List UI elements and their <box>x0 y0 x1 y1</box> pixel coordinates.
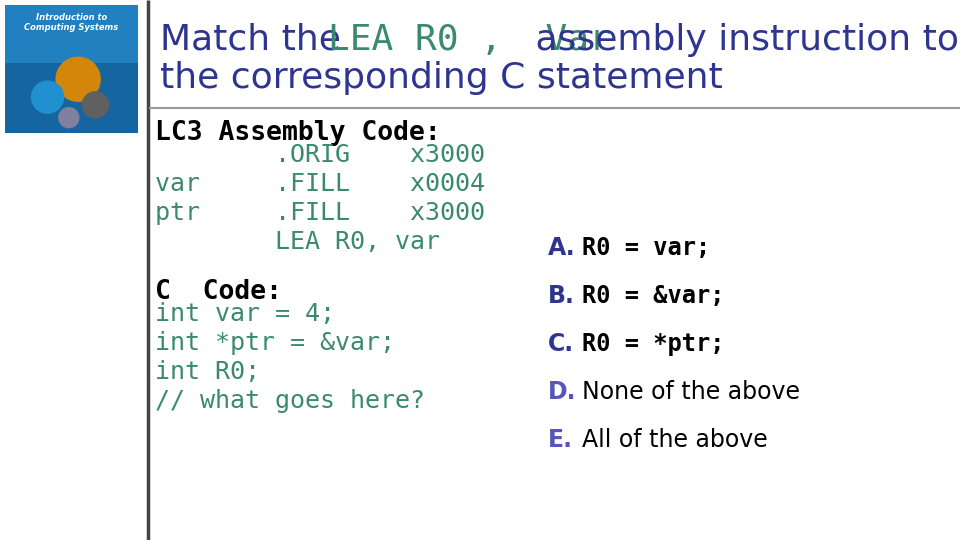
Circle shape <box>59 107 79 127</box>
Text: int *ptr = &var;: int *ptr = &var; <box>155 331 395 355</box>
Text: the corresponding C statement: the corresponding C statement <box>160 61 723 95</box>
Text: A.: A. <box>548 236 576 260</box>
Text: C.: C. <box>548 332 574 356</box>
Text: R0 = &var;: R0 = &var; <box>582 284 725 308</box>
Text: var     .FILL    x0004: var .FILL x0004 <box>155 172 485 196</box>
Text: Computing Systems: Computing Systems <box>24 23 119 32</box>
Text: None of the above: None of the above <box>582 380 800 404</box>
Text: Introduction to: Introduction to <box>36 13 108 22</box>
Text: C  Code:: C Code: <box>155 279 282 305</box>
Text: LEA R0, var: LEA R0, var <box>155 230 440 254</box>
Text: LEA R0 ,  Var: LEA R0 , Var <box>328 23 611 57</box>
FancyBboxPatch shape <box>5 5 138 63</box>
Text: D.: D. <box>548 380 577 404</box>
Circle shape <box>56 57 100 101</box>
Text: int R0;: int R0; <box>155 360 260 384</box>
Text: B.: B. <box>548 284 575 308</box>
Text: All of the above: All of the above <box>582 428 768 452</box>
Text: int var = 4;: int var = 4; <box>155 302 335 326</box>
Text: // what goes here?: // what goes here? <box>155 389 425 413</box>
Text: assembly instruction to: assembly instruction to <box>524 23 959 57</box>
Text: LC3 Assembly Code:: LC3 Assembly Code: <box>155 120 441 146</box>
Text: R0 = *ptr;: R0 = *ptr; <box>582 332 725 356</box>
FancyBboxPatch shape <box>5 5 138 133</box>
Circle shape <box>32 81 63 113</box>
Text: .ORIG    x3000: .ORIG x3000 <box>155 143 485 167</box>
Text: E.: E. <box>548 428 573 452</box>
Circle shape <box>83 92 108 118</box>
Text: R0 = var;: R0 = var; <box>582 236 710 260</box>
Text: Match the: Match the <box>160 23 352 57</box>
Text: ptr     .FILL    x3000: ptr .FILL x3000 <box>155 201 485 225</box>
